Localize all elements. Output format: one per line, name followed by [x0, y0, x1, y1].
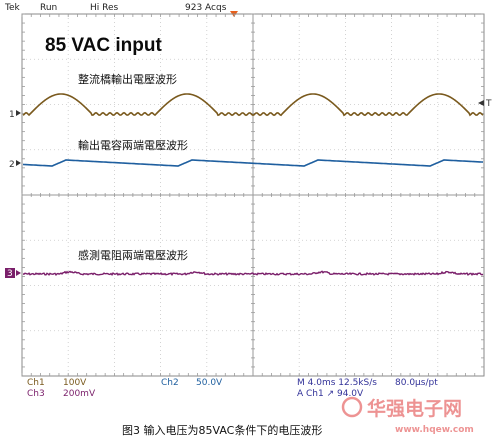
run-state: Run: [40, 3, 57, 13]
figure-caption: 图3 输入电压为85VAC条件下的电压波形: [122, 423, 322, 437]
ch3-ground-marker: 3: [5, 268, 21, 279]
sense-resistor-waveform: [22, 270, 484, 277]
ch3-name: Ch3: [27, 389, 45, 399]
ch2-ground-marker: 2: [9, 160, 21, 170]
trigger-level-marker: T: [478, 99, 492, 109]
brand-label: Tek: [4, 3, 21, 13]
resolution-mode: Hi Res: [90, 3, 119, 13]
ch1-scale: 100V: [63, 378, 87, 388]
svg-text:T: T: [485, 99, 492, 109]
trace2-label: 輸出電容兩端電壓波形: [78, 138, 188, 152]
trigger-readout: A Ch1 ↗ 94.0V: [297, 389, 364, 399]
ch2-scale: 50.0V: [196, 378, 223, 388]
rectifier-output-waveform: [22, 93, 484, 117]
svg-text:www.hqew.com: www.hqew.com: [395, 425, 474, 435]
ch3-scale: 200mV: [63, 389, 96, 399]
site-watermark: 华强电子网 www.hqew.com: [341, 396, 474, 435]
output-capacitor-waveform: [22, 159, 484, 167]
ch2-name: Ch2: [161, 378, 179, 388]
trace3-label: 感測電阻兩端電壓波形: [78, 248, 188, 262]
timebase-readout: M 4.0ms 12.5kS/s: [297, 378, 377, 388]
acquisition-count: 923 Acqs: [185, 3, 227, 13]
svg-text:华强电子网: 华强电子网: [367, 397, 462, 420]
ch1-name: Ch1: [27, 378, 45, 388]
svg-text:2: 2: [9, 160, 15, 170]
svg-text:1: 1: [9, 110, 15, 120]
trace1-label: 整流橋輸出電壓波形: [78, 72, 177, 86]
ch1-ground-marker: 1: [9, 110, 21, 120]
sample-interval-readout: 80.0μs/pt: [395, 378, 438, 388]
graticule: [21, 13, 485, 377]
input-voltage-title: 85 VAC input: [45, 35, 162, 56]
svg-text:3: 3: [7, 269, 13, 279]
